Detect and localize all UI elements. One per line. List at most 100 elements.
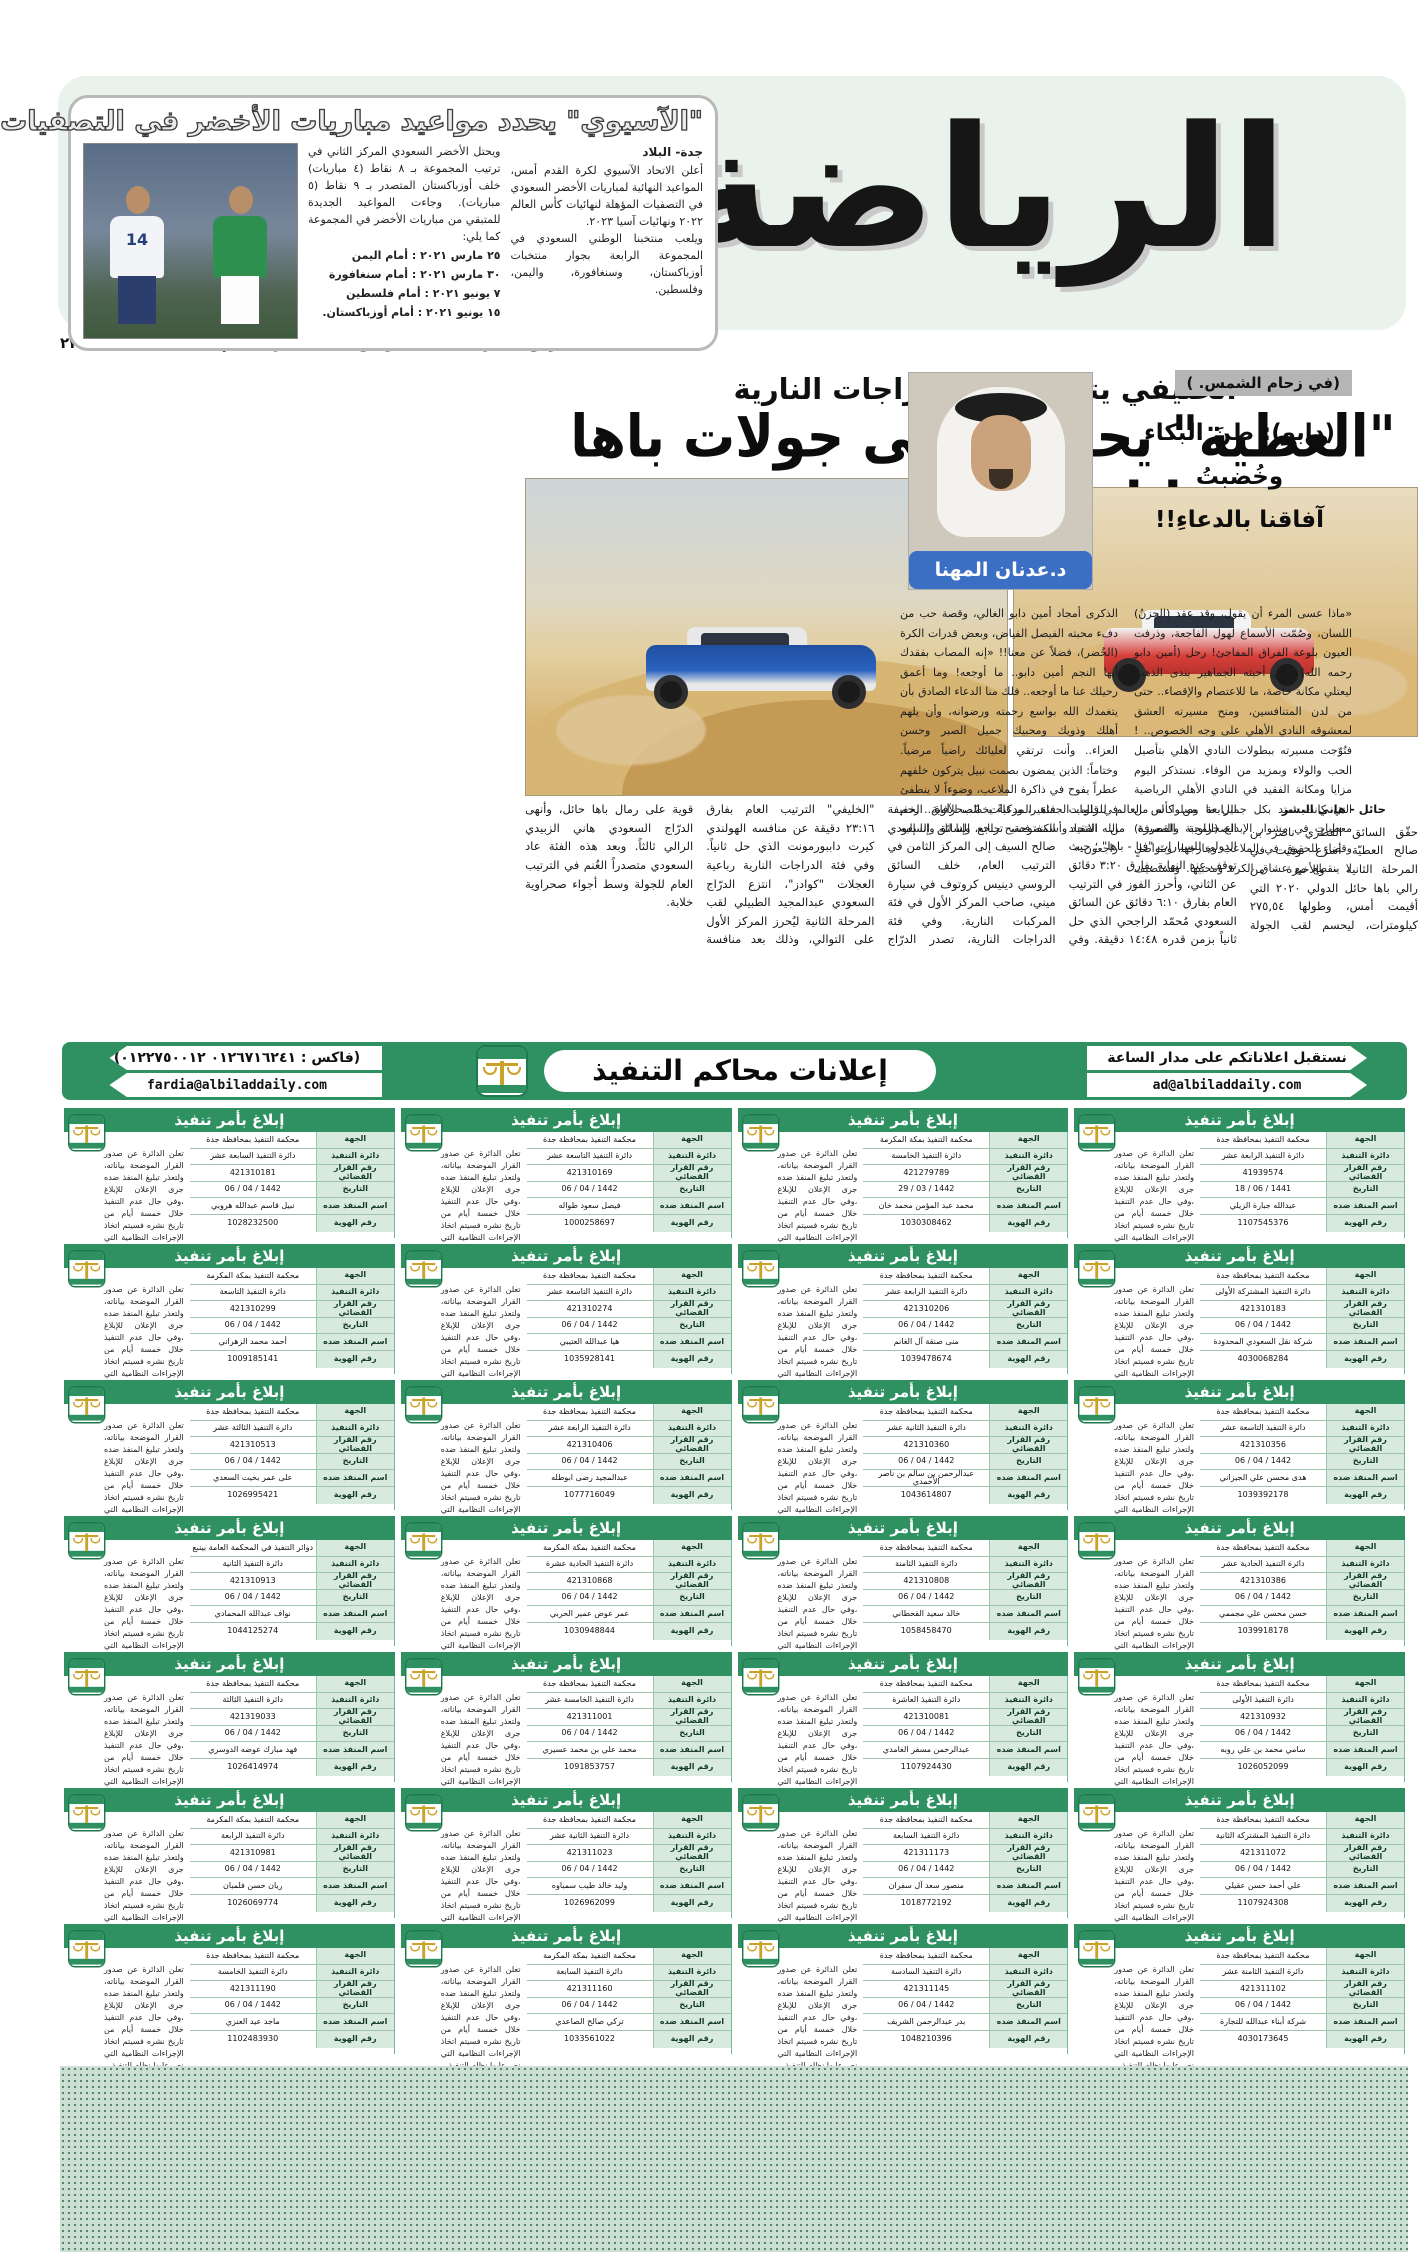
value-name: فهد مبارك عوضه الدوسري <box>208 1744 298 1754</box>
label-decision: رقم القرار القضائي <box>315 1707 394 1725</box>
column-title-line2: آفاقنا بالدعاءِ!! <box>1155 507 1324 534</box>
notice-box-header: إبلاغ بأمر تنفيذ <box>64 1788 395 1812</box>
label-name: اسم المنفذ ضده <box>1326 1334 1404 1350</box>
notice-paragraph: تعلن الدائرة عن صدور القرار الموضحة بيان… <box>401 1386 527 1526</box>
label-id: رقم الهوية <box>989 1486 1068 1504</box>
notice-box-header: إبلاغ بأمر تنفيذ <box>737 1380 1069 1404</box>
column-body-text: «ماذا عسى المرء أن يقول، وقد عقد (الحزنُ… <box>900 607 1352 875</box>
value-dept: دائرة التنفيذ السابعة <box>556 1967 623 1977</box>
value-decision: 421310981 <box>229 1847 276 1857</box>
label-decision: رقم القرار القضائي <box>989 1843 1068 1861</box>
notice-box-header: إبلاغ بأمر تنفيذ <box>400 1516 732 1540</box>
justice-ministry-mini-badge <box>1078 1386 1116 1424</box>
justice-ministry-mini-badge <box>741 1250 779 1288</box>
label-dept: دائرة التنفيذ <box>989 1964 1068 1981</box>
label-agency: الجهة <box>652 1404 731 1420</box>
label-name: اسم المنفذ ضده <box>989 1198 1068 1214</box>
value-name: محمد عبد المؤمن محمد خان <box>878 1200 974 1210</box>
label-date: التاريخ <box>652 1725 731 1742</box>
value-decision: 421310206 <box>903 1303 950 1313</box>
value-agency: محكمة التنفيذ بمحافظة جدة <box>879 1950 973 1960</box>
label-name: اسم المنفذ ضده <box>652 1334 731 1350</box>
player-green-kit <box>205 178 275 328</box>
label-date: التاريخ <box>315 1317 394 1334</box>
value-id: 1030948844 <box>564 1626 615 1636</box>
label-dept: دائرة التنفيذ <box>1326 1828 1404 1845</box>
value-name: عبدالرحمن بن سالم بن ناصر الأحمدي <box>878 1468 975 1487</box>
value-date: 06 / 04 / 1442 <box>224 2000 281 2010</box>
label-name: اسم المنفذ ضده <box>1326 1606 1404 1622</box>
label-dept: دائرة التنفيذ <box>315 1964 394 1981</box>
value-date: 06 / 04 / 1442 <box>561 1456 618 1466</box>
label-id: رقم الهوية <box>989 1214 1068 1232</box>
notice-paragraph: تعلن الدائرة عن صدور القرار الموضحة بيان… <box>738 1386 864 1526</box>
label-decision: رقم القرار القضائي <box>1326 1707 1404 1725</box>
value-date: 06 / 04 / 1442 <box>898 1592 955 1602</box>
value-date: 06 / 04 / 1442 <box>224 1320 281 1330</box>
notice-table: الجهة محكمة التنفيذ بمحافظة جدة دائرة الت… <box>1200 1404 1405 1510</box>
execution-notice-box: إبلاغ بأمر تنفيذ الجهة محكمة التنفيذ بمكة… <box>400 1924 732 2070</box>
execution-notice-box: إبلاغ بأمر تنفيذ الجهة محكمة التنفيذ بمكة… <box>64 1788 395 1934</box>
label-agency: الجهة <box>989 1948 1068 1964</box>
notice-box-header: إبلاغ بأمر تنفيذ <box>737 1516 1069 1540</box>
label-decision: رقم القرار القضائي <box>1326 1843 1404 1861</box>
value-name: عبدالرحمن مسفر الغامدي <box>882 1744 970 1754</box>
football-para-2: ويلعب منتخبنا الوطني السعودي في المجموعة… <box>510 231 704 296</box>
value-name: هيا عبدالله العتيبي <box>559 1336 620 1346</box>
label-decision: رقم القرار القضائي <box>315 1979 394 1997</box>
value-name: نواف عبدالله المحمادي <box>214 1608 291 1618</box>
value-decision: 421311023 <box>566 1847 613 1857</box>
notice-paragraph: تعلن الدائرة عن صدور القرار الموضحة بيان… <box>738 1522 864 1662</box>
notice-box-header: إبلاغ بأمر تنفيذ <box>400 1244 732 1268</box>
label-name: اسم المنفذ ضده <box>315 1470 394 1486</box>
notice-table: الجهة محكمة التنفيذ بمحافظة جدة دائرة الت… <box>189 1676 395 1782</box>
value-dept: دائرة التنفيذ المشتركة الأولى <box>1215 1287 1311 1297</box>
value-date: 06 / 04 / 1442 <box>1234 1864 1292 1874</box>
value-id: 1102483930 <box>227 2034 279 2044</box>
label-dept: دائرة التنفيذ <box>315 1284 394 1301</box>
author-name: د.عدنان المهنا <box>909 551 1092 589</box>
justice-ministry-mini-badge <box>68 1930 106 1968</box>
author-portrait: د.عدنان المهنا <box>908 372 1093 590</box>
value-dept: دائرة التنفيذ الثالثة <box>222 1695 284 1705</box>
label-decision: رقم القرار القضائي <box>1326 1163 1404 1181</box>
value-dept: دائرة التنفيذ الثانية عشر <box>549 1831 630 1841</box>
label-decision: رقم القرار القضائي <box>315 1163 394 1181</box>
value-agency: محكمة التنفيذ بمكة المكرمة <box>879 1134 973 1144</box>
value-id: 1077716049 <box>564 1490 615 1500</box>
value-dept: دائرة التنفيذ الثامنة عشر <box>1222 1967 1304 1977</box>
notice-table: الجهة محكمة التنفيذ بمحافظة جدة دائرة الت… <box>863 1948 1069 2054</box>
value-date: 06 / 04 / 1442 <box>898 1864 955 1874</box>
notice-text: تعلن الدائرة عن صدور القرار الموضحة بيان… <box>440 1557 521 1662</box>
value-agency: محكمة التنفيذ بمحافظة جدة <box>1216 1134 1310 1144</box>
notice-table: الجهة محكمة التنفيذ بمحافظة جدة دائرة الت… <box>1200 1812 1405 1918</box>
label-decision: رقم القرار القضائي <box>652 1707 731 1725</box>
notice-box-header: إبلاغ بأمر تنفيذ <box>400 1108 732 1132</box>
notice-text: تعلن الدائرة عن صدور القرار الموضحة بيان… <box>104 1693 184 1798</box>
ad-email-box[interactable]: ad@albiladdaily.com <box>1087 1073 1367 1097</box>
label-decision: رقم القرار القضائي <box>989 1299 1068 1317</box>
notice-paragraph: تعلن الدائرة عن صدور القرار الموضحة بيان… <box>1074 1930 1200 2070</box>
value-name: فيصل سعود طواله <box>558 1200 621 1210</box>
value-id: 1026995421 <box>227 1490 279 1500</box>
label-decision: رقم القرار القضائي <box>989 1979 1068 1997</box>
fardia-email-link[interactable]: fardia@albiladdaily.com <box>146 1078 327 1093</box>
execution-notice-box: إبلاغ بأمر تنفيذ الجهة محكمة التنفيذ بمحا… <box>737 1788 1069 1934</box>
notice-text: تعلن الدائرة عن صدور القرار الموضحة بيان… <box>777 1421 858 1526</box>
ad-email-link[interactable]: ad@albiladdaily.com <box>1152 1078 1302 1093</box>
notice-text: تعلن الدائرة عن صدور القرار الموضحة بيان… <box>440 1285 521 1390</box>
fardia-email-box[interactable]: fardia@albiladdaily.com <box>109 1073 382 1097</box>
main-article-body: حائل - هاني البشر حقّق السائق القطري ناص… <box>525 800 1418 1038</box>
label-id: رقم الهوية <box>1326 1758 1404 1776</box>
toyota-rally-car-blue <box>646 605 876 709</box>
notice-box-header: إبلاغ بأمر تنفيذ <box>64 1652 395 1676</box>
value-name: بدر عبدالرحمن الشريف <box>887 2016 966 2026</box>
value-date: 06 / 04 / 1442 <box>898 1456 955 1466</box>
execution-notice-box: إبلاغ بأمر تنفيذ الجهة محكمة التنفيذ بمحا… <box>400 1788 732 1934</box>
label-date: التاريخ <box>989 1861 1068 1878</box>
label-agency: الجهة <box>989 1540 1068 1556</box>
notice-box-header: إبلاغ بأمر تنفيذ <box>400 1380 732 1404</box>
notice-text: تعلن الدائرة عن صدور القرار الموضحة بيان… <box>440 1149 521 1254</box>
label-dept: دائرة التنفيذ <box>989 1556 1068 1573</box>
label-decision: رقم القرار القضائي <box>652 1571 731 1589</box>
